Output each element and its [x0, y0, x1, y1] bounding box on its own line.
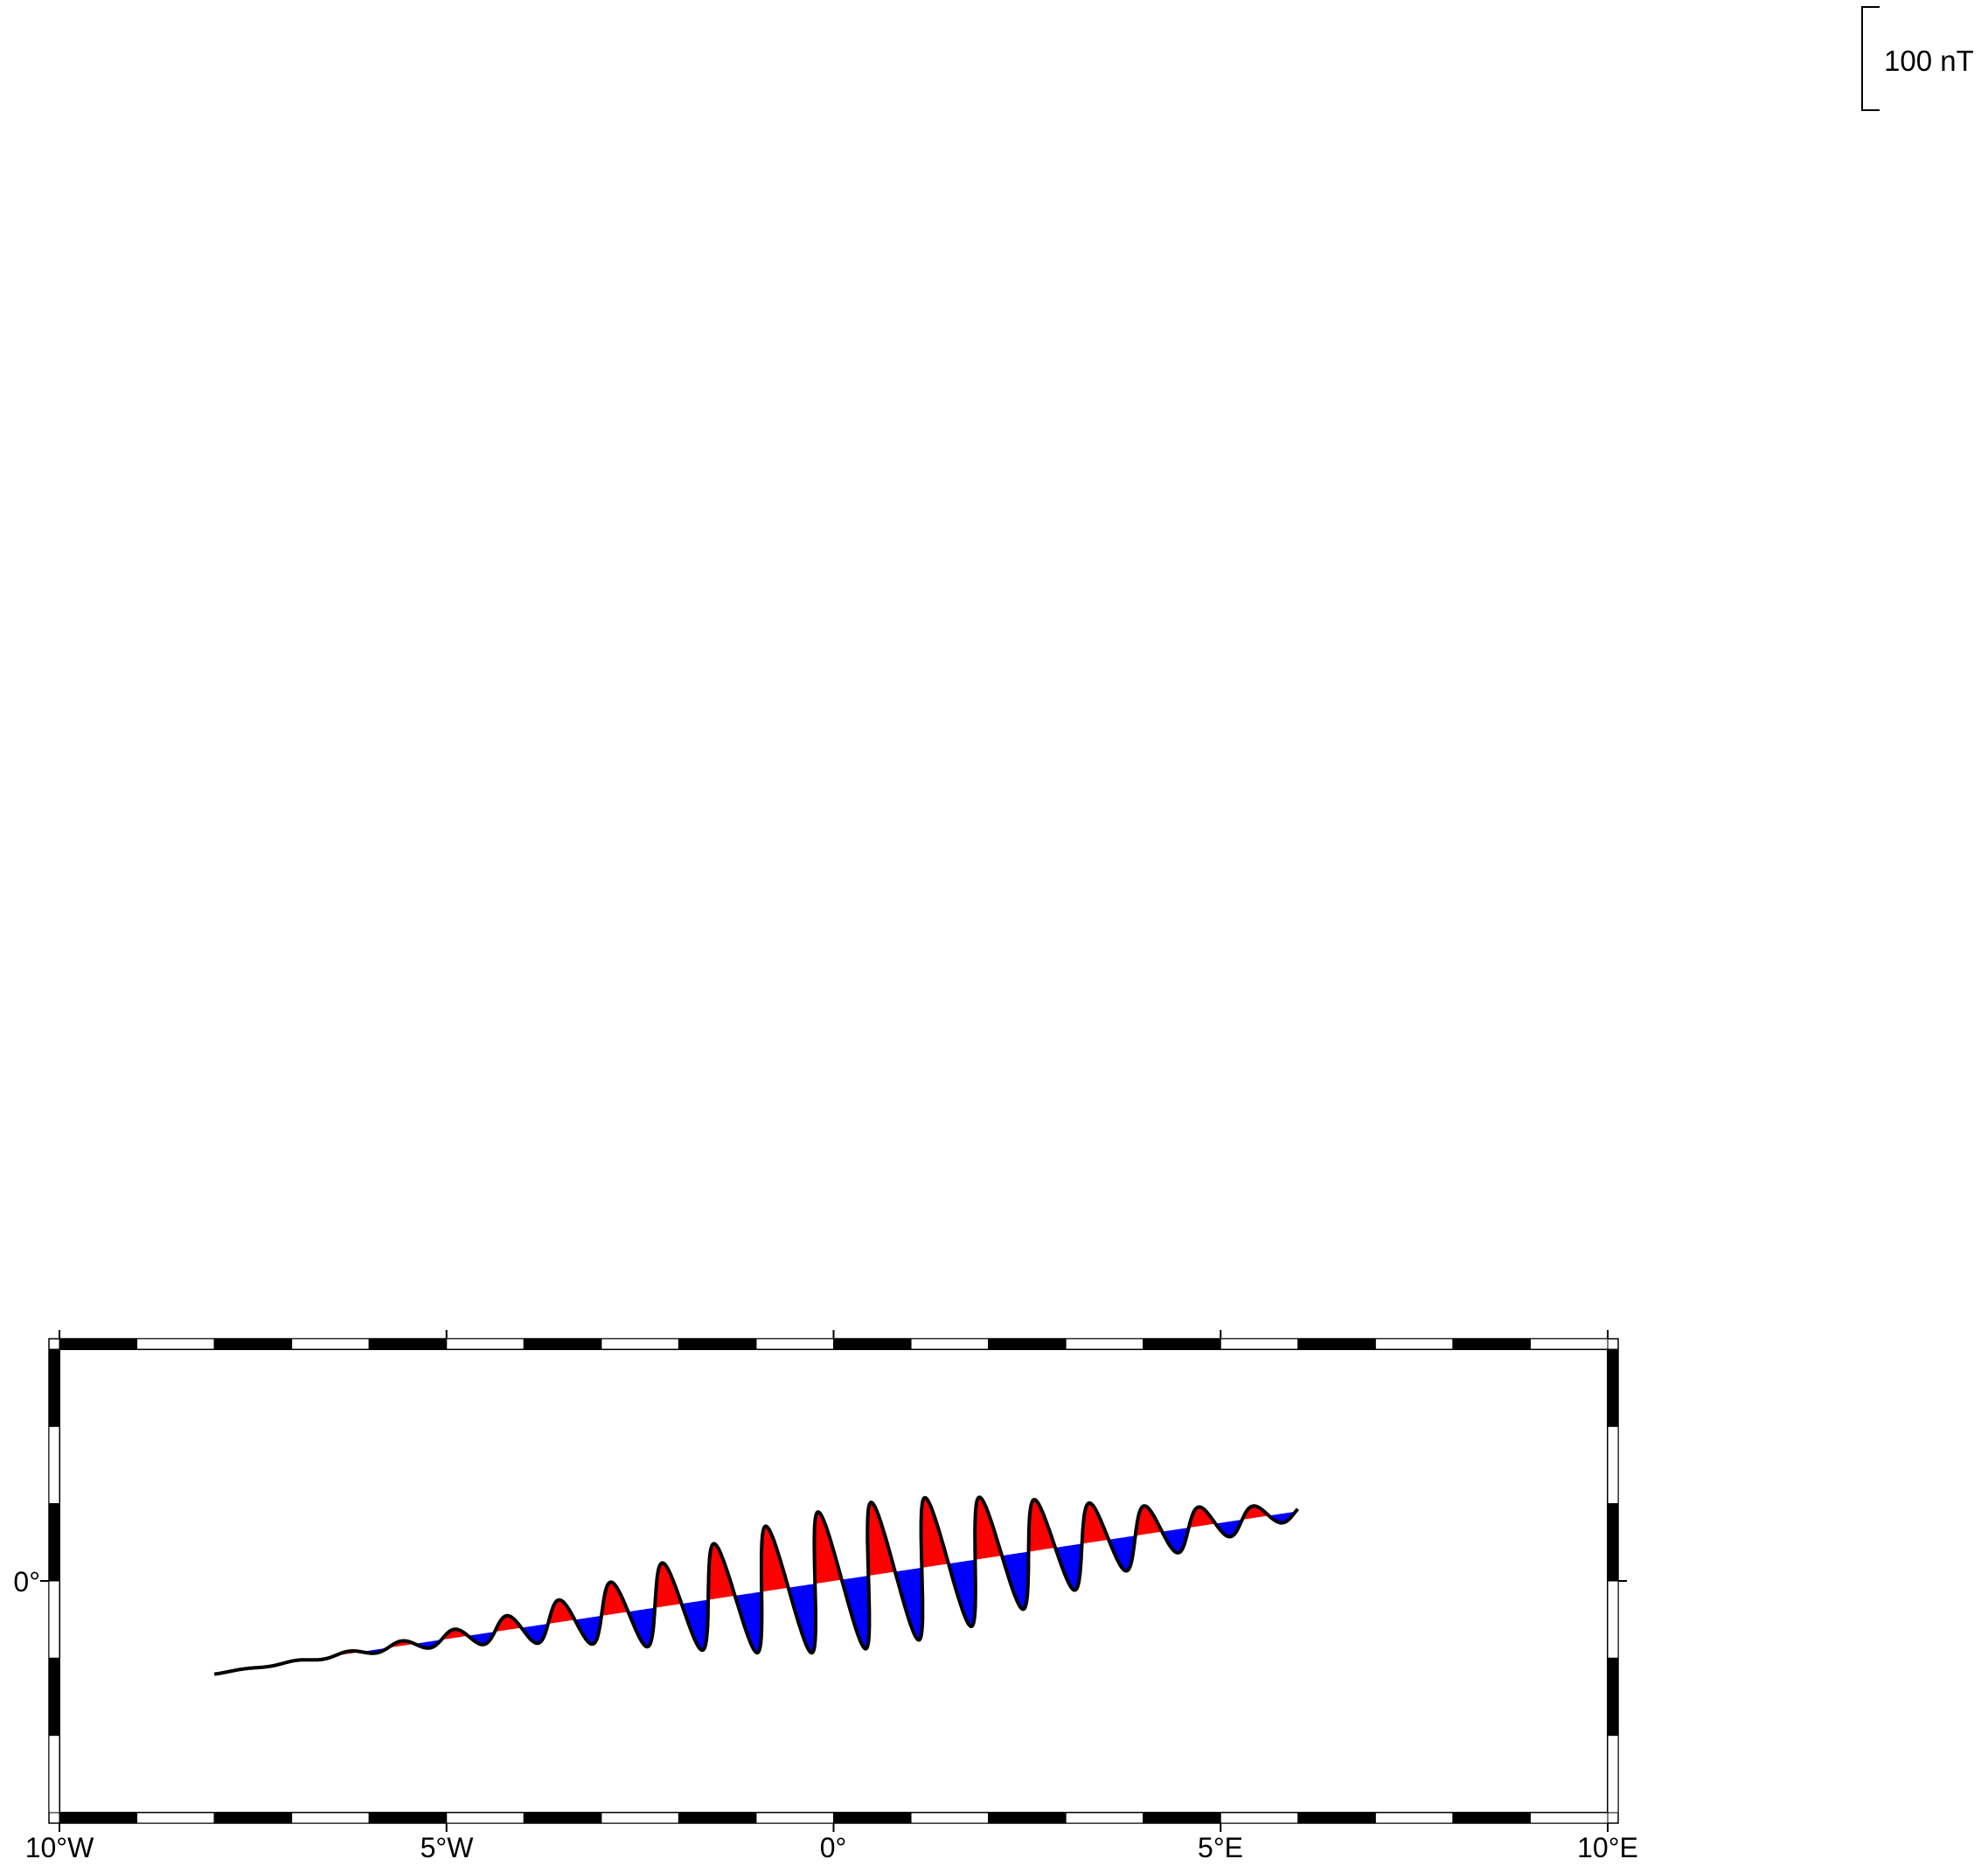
frame-top-segment [523, 1338, 602, 1350]
positive-anomaly-lobe [708, 1543, 735, 1600]
tick-marks [40, 1330, 1627, 1832]
frame-right-segment [1607, 1503, 1619, 1582]
frame-left-segment [48, 1348, 60, 1427]
frame-right-segment [1607, 1735, 1619, 1814]
frame-top-segment [1374, 1338, 1454, 1350]
positive-anomaly-lobe [655, 1563, 682, 1608]
frame-bottom-segment [136, 1812, 215, 1824]
frame-bottom-segment [601, 1812, 679, 1824]
frame-top-segment [59, 1338, 138, 1350]
x-tick-label-5w: 5°W [421, 1832, 475, 1863]
frame-top-segment [446, 1338, 525, 1350]
frame-bottom-segment [368, 1812, 448, 1824]
frame-left-segment [48, 1503, 60, 1582]
frame-bottom-segment [678, 1812, 757, 1824]
scale-bar-label: 100 nT [1884, 45, 1974, 77]
frame-right-segment [1607, 1425, 1619, 1505]
frame-bottom-segment [833, 1812, 912, 1824]
negative-anomaly-lobe [682, 1599, 708, 1651]
frame-bottom-segment [1452, 1812, 1531, 1824]
frame-bottom-segment [1297, 1812, 1376, 1824]
negative-anomaly-lobe [895, 1567, 923, 1640]
positive-anomaly-lobe [601, 1582, 629, 1616]
positive-anomaly-lobe [1189, 1507, 1215, 1528]
x-tick-label-5e: 5°E [1198, 1832, 1243, 1863]
frame-bottom-segment [1065, 1812, 1144, 1824]
frame-left-segment [48, 1580, 60, 1659]
frame-top-segment [368, 1338, 448, 1350]
frame-top-segment [1297, 1338, 1376, 1350]
frame-top-segment [291, 1338, 370, 1350]
frame-right-segment [1607, 1657, 1619, 1737]
scale-bar-bracket [1861, 6, 1880, 111]
frame-top-segment [910, 1338, 990, 1350]
frame-bottom-segment [1220, 1812, 1299, 1824]
positive-anomaly-lobe [1081, 1502, 1109, 1544]
positive-anomaly-lobe [1135, 1506, 1162, 1536]
x-tick-label-0: 0° [820, 1832, 847, 1863]
x-tick-label-10e: 10°E [1577, 1832, 1638, 1863]
negative-anomaly-lobe [1002, 1551, 1029, 1610]
frame-bottom-segment [291, 1812, 370, 1824]
scale-bar: 100 nT [1861, 6, 1974, 111]
frame-bottom-segment [1529, 1812, 1609, 1824]
negative-anomaly-lobe [735, 1591, 762, 1654]
x-tick-label-10w: 10°W [25, 1832, 94, 1863]
frame-left-segment [48, 1657, 60, 1737]
frame-top-segment [833, 1338, 912, 1350]
frame-bottom-segment [1374, 1812, 1454, 1824]
negative-anomaly-lobe [575, 1615, 601, 1645]
frame-top-segment [755, 1338, 835, 1350]
positive-anomaly-lobe [921, 1497, 948, 1568]
frame-right-segment [1607, 1348, 1619, 1427]
frame-left-segment [48, 1425, 60, 1505]
frame-top-segment [1220, 1338, 1299, 1350]
frame-top-segment [136, 1338, 215, 1350]
frame-bottom-segment [988, 1812, 1067, 1824]
positive-anomaly-lobe [975, 1497, 1001, 1560]
negative-anomaly-lobe [629, 1607, 655, 1647]
frame-top-segment [988, 1338, 1067, 1350]
frame-top-segment [213, 1338, 293, 1350]
frame-bottom-segment [1143, 1812, 1221, 1824]
track-anomaly-line [213, 1495, 1299, 1676]
positive-anomaly-lobe [1028, 1500, 1055, 1552]
negative-anomaly-lobe [1055, 1543, 1082, 1591]
negative-anomaly-lobe [789, 1584, 816, 1654]
anomaly-fills [237, 1497, 1298, 1671]
frame-top-segment [1452, 1338, 1531, 1350]
frame-top-segment [1143, 1338, 1221, 1350]
frame-bottom-segment [213, 1812, 293, 1824]
positive-anomaly-lobe [761, 1526, 789, 1592]
frame-checker-pattern [48, 1338, 1619, 1824]
frame-left-segment [48, 1735, 60, 1814]
positive-anomaly-lobe [867, 1502, 894, 1576]
negative-anomaly-lobe [842, 1576, 870, 1649]
frame-right-segment [1607, 1580, 1619, 1659]
negative-anomaly-lobe [1109, 1535, 1136, 1571]
frame-bottom-segment [910, 1812, 990, 1824]
frame-top-segment [1529, 1338, 1609, 1350]
frame-top-segment [601, 1338, 679, 1350]
frame-bottom-segment [59, 1812, 138, 1824]
negative-anomaly-lobe [949, 1559, 976, 1626]
frame-bottom-segment [446, 1812, 525, 1824]
frame-top-segment [1065, 1338, 1144, 1350]
frame-top-segment [678, 1338, 757, 1350]
frame-bottom-segment [523, 1812, 602, 1824]
frame-bottom-segment [755, 1812, 835, 1824]
positive-anomaly-lobe [814, 1512, 842, 1584]
y-tick-label-0: 0° [13, 1566, 40, 1598]
map-frame [48, 1338, 1619, 1824]
